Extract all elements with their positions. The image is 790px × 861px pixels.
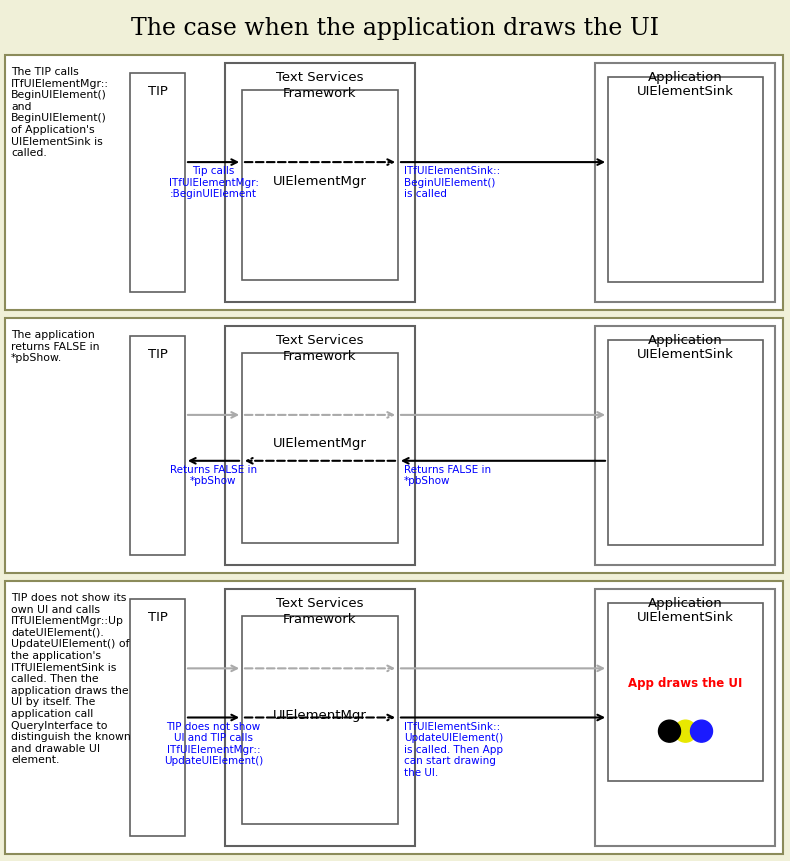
- Text: UIElementMgr: UIElementMgr: [273, 709, 367, 722]
- Bar: [242, 353, 398, 543]
- Bar: [5, 318, 783, 573]
- Text: ITfUIElementSink::
BeginUIElement()
is called: ITfUIElementSink:: BeginUIElement() is c…: [404, 166, 500, 199]
- Bar: [225, 63, 415, 302]
- Text: UIElementSink: UIElementSink: [637, 85, 734, 98]
- Bar: [608, 77, 763, 282]
- Text: Returns FALSE in
*pbShow: Returns FALSE in *pbShow: [404, 465, 491, 486]
- Bar: [130, 73, 185, 292]
- Bar: [225, 589, 415, 846]
- Bar: [595, 326, 775, 565]
- Text: Text Services
Framework: Text Services Framework: [276, 334, 363, 363]
- Text: Application: Application: [648, 334, 722, 347]
- Bar: [608, 603, 763, 781]
- Text: UIElementMgr: UIElementMgr: [273, 175, 367, 188]
- Text: UIElementMgr: UIElementMgr: [273, 437, 367, 450]
- Text: Application: Application: [648, 597, 722, 610]
- Text: TIP: TIP: [148, 348, 167, 361]
- Text: The application
returns FALSE in
*pbShow.: The application returns FALSE in *pbShow…: [11, 330, 100, 363]
- Bar: [242, 616, 398, 824]
- Text: TIP does not show its
own UI and calls
ITfUIElementMgr::Up
dateUIElement().
Upda: TIP does not show its own UI and calls I…: [11, 593, 131, 765]
- Text: TIP: TIP: [148, 85, 167, 98]
- Text: UIElementSink: UIElementSink: [637, 348, 734, 361]
- Text: Tip calls
ITfUIElementMgr:
:BeginUIElement: Tip calls ITfUIElementMgr: :BeginUIEleme…: [168, 166, 258, 199]
- Bar: [130, 599, 185, 836]
- Text: TIP: TIP: [148, 611, 167, 624]
- Bar: [225, 326, 415, 565]
- Text: App draws the UI: App draws the UI: [628, 677, 743, 690]
- Text: The case when the application draws the UI: The case when the application draws the …: [131, 16, 659, 40]
- Text: ITfUIElementSink::
UpdateUIElement()
is called. Then App
can start drawing
the U: ITfUIElementSink:: UpdateUIElement() is …: [404, 722, 503, 777]
- Text: Text Services
Framework: Text Services Framework: [276, 71, 363, 100]
- Bar: [5, 581, 783, 854]
- Circle shape: [675, 720, 697, 742]
- Text: UIElementSink: UIElementSink: [637, 611, 734, 624]
- Text: TIP does not show
UI and TIP calls
ITfUIElementMgr::
UpdateUIElement(): TIP does not show UI and TIP calls ITfUI…: [164, 722, 263, 766]
- Circle shape: [690, 720, 713, 742]
- Bar: [5, 55, 783, 310]
- Bar: [242, 90, 398, 280]
- Text: Returns FALSE in
*pbShow: Returns FALSE in *pbShow: [170, 465, 257, 486]
- Text: Application: Application: [648, 71, 722, 84]
- Text: Text Services
Framework: Text Services Framework: [276, 597, 363, 626]
- Bar: [130, 336, 185, 555]
- Bar: [595, 589, 775, 846]
- Bar: [595, 63, 775, 302]
- Text: The TIP calls
ITfUIElementMgr::
BeginUIElement()
and
BeginUIElement()
of Applica: The TIP calls ITfUIElementMgr:: BeginUIE…: [11, 67, 109, 158]
- Bar: [608, 340, 763, 545]
- Circle shape: [659, 720, 680, 742]
